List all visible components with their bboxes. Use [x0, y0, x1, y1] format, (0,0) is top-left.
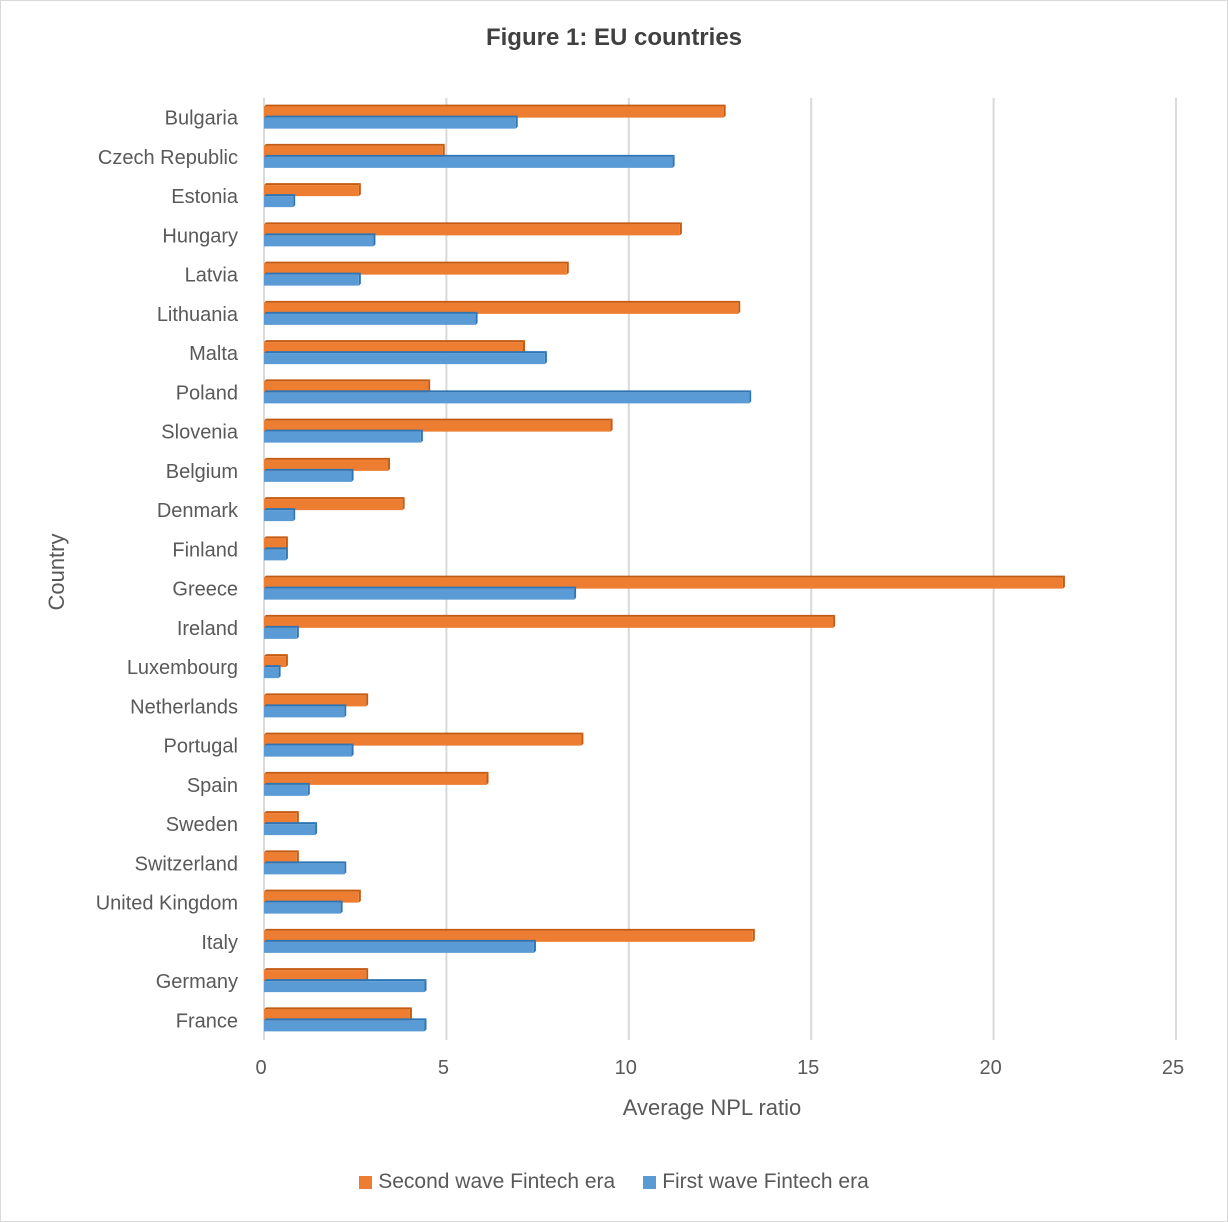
- y-tick-label: Lithuania: [157, 304, 239, 326]
- bar-first-wave: [264, 311, 478, 325]
- bar-second-wave: [264, 536, 288, 550]
- bar-second-wave: [264, 654, 288, 668]
- bar-second-wave: [264, 340, 526, 354]
- bar-second-wave: [264, 143, 445, 157]
- x-axis-title: Average NPL ratio: [623, 1095, 802, 1120]
- y-tick-label: Finland: [172, 539, 238, 561]
- bar-second-wave: [264, 771, 489, 785]
- y-tick-label: Belgium: [166, 461, 238, 483]
- bar-first-wave: [264, 154, 675, 168]
- bar-first-wave: [264, 861, 347, 875]
- bar-second-wave: [264, 300, 741, 314]
- bar-first-wave: [264, 822, 318, 836]
- bar-first-wave: [264, 351, 547, 365]
- bar-second-wave: [264, 928, 755, 942]
- bar-second-wave: [264, 693, 369, 707]
- bar-first-wave: [264, 665, 281, 679]
- chart-title: Figure 1: EU countries: [485, 24, 743, 51]
- bar-first-wave: [264, 900, 343, 914]
- x-tick-label: 15: [797, 1057, 819, 1079]
- bar-second-wave: [264, 222, 682, 236]
- y-tick-label: Germany: [156, 971, 238, 993]
- y-tick-label: Ireland: [177, 618, 238, 640]
- bar-first-wave: [264, 939, 536, 953]
- y-tick-label: Slovenia: [161, 422, 239, 444]
- bar-first-wave: [264, 390, 752, 404]
- bar-first-wave: [264, 625, 299, 639]
- y-tick-label: Bulgaria: [165, 108, 239, 130]
- bar-second-wave: [264, 1007, 412, 1021]
- x-tick-label: 20: [979, 1057, 1001, 1079]
- y-tick-label: Malta: [189, 343, 239, 365]
- legend-swatch-first-wave: [643, 1175, 657, 1189]
- bar-second-wave: [264, 379, 431, 393]
- bar-first-wave: [264, 508, 296, 522]
- y-tick-label: Spain: [187, 775, 238, 797]
- bar-first-wave: [264, 115, 518, 129]
- y-axis-title: Country: [44, 533, 69, 610]
- bar-second-wave: [264, 104, 726, 118]
- bar-first-wave: [264, 1018, 427, 1032]
- bar-first-wave: [264, 979, 427, 993]
- bar-first-wave: [264, 704, 347, 718]
- y-tick-label: Latvia: [185, 265, 239, 287]
- bar-first-wave: [264, 782, 310, 796]
- y-tick-label: Greece: [172, 579, 238, 601]
- x-tick-label: 10: [615, 1057, 637, 1079]
- y-tick-label: Luxembourg: [127, 657, 238, 679]
- x-tick-label: 0: [255, 1057, 266, 1079]
- legend-item-first-wave: First wave Fintech era: [643, 1170, 869, 1194]
- y-tick-label: Denmark: [157, 500, 239, 522]
- y-tick-label: France: [176, 1010, 238, 1032]
- bar-second-wave: [264, 457, 391, 471]
- y-tick-label: Netherlands: [130, 696, 238, 718]
- legend-label-second-wave: Second wave Fintech era: [378, 1170, 616, 1193]
- y-tick-label: Sweden: [166, 814, 238, 836]
- y-tick-label: Portugal: [164, 736, 239, 758]
- bar-second-wave: [264, 261, 569, 275]
- bar-second-wave: [264, 418, 613, 432]
- legend-item-second-wave: Second wave Fintech era: [359, 1170, 615, 1194]
- chart-legend: Second wave Fintech era First wave Finte…: [0, 1170, 1228, 1194]
- bar-first-wave: [264, 743, 354, 757]
- x-tick-label: 25: [1162, 1057, 1184, 1079]
- bar-second-wave: [264, 732, 584, 746]
- bar-second-wave: [264, 968, 369, 982]
- y-tick-label: Poland: [176, 382, 238, 404]
- bar-first-wave: [264, 586, 577, 600]
- bar-second-wave: [264, 497, 405, 511]
- bar-second-wave: [264, 575, 1065, 589]
- legend-label-first-wave: First wave Fintech era: [662, 1170, 869, 1193]
- x-tick-label: 5: [438, 1057, 449, 1079]
- legend-swatch-second-wave: [359, 1175, 373, 1189]
- bar-first-wave: [264, 272, 361, 286]
- y-tick-label: Estonia: [171, 186, 239, 208]
- y-tick-label: United Kingdom: [96, 893, 238, 915]
- bar-second-wave: [264, 183, 361, 197]
- y-tick-label: Hungary: [162, 225, 238, 247]
- bar-second-wave: [264, 889, 361, 903]
- bar-first-wave: [264, 468, 354, 482]
- bar-first-wave: [264, 233, 376, 247]
- bar-first-wave: [264, 429, 423, 443]
- y-tick-label: Czech Republic: [98, 147, 238, 169]
- bar-second-wave: [264, 811, 299, 825]
- bar-first-wave: [264, 547, 288, 561]
- bar-first-wave: [264, 194, 296, 208]
- bar-second-wave: [264, 614, 836, 628]
- bar-second-wave: [264, 850, 299, 864]
- y-tick-label: Italy: [201, 932, 238, 954]
- y-tick-label: Switzerland: [135, 853, 238, 875]
